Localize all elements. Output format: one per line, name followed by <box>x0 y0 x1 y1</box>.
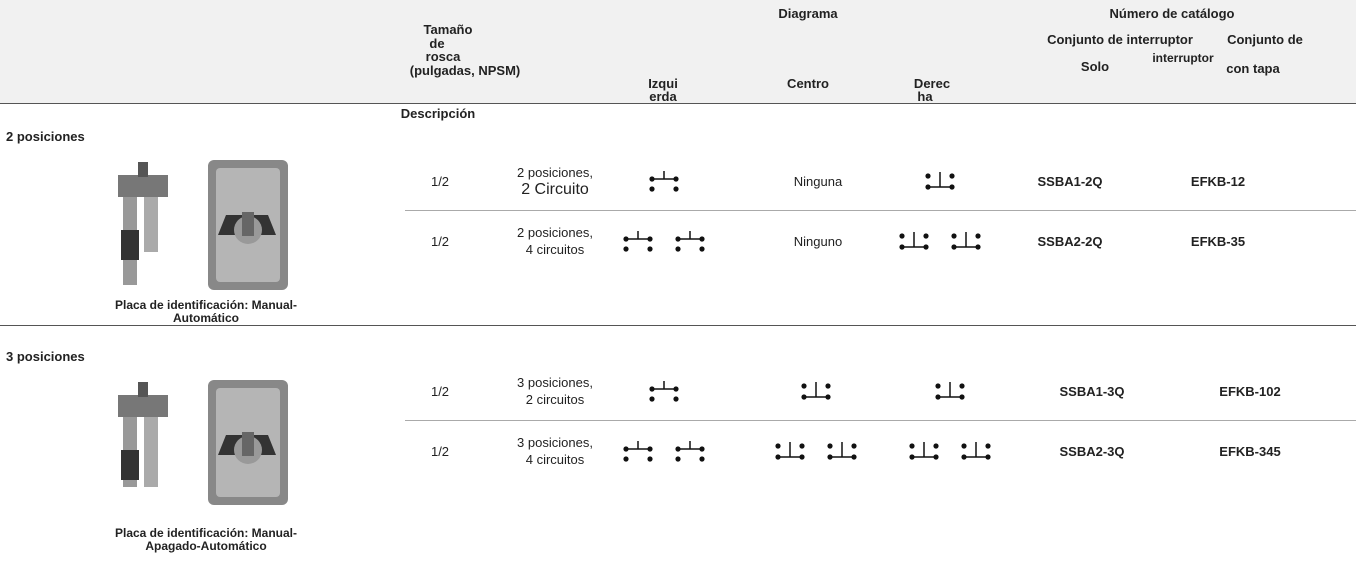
hdr-description: Descripción <box>400 106 476 121</box>
section-title: 2 posiciones <box>6 129 85 144</box>
hdr-right: ha <box>917 89 933 104</box>
size: 1/2 <box>430 174 450 189</box>
catalog-cover: EFKB-12 <box>1190 174 1246 189</box>
description: 2 posiciones, <box>517 225 593 240</box>
section-rule <box>0 325 1356 326</box>
contact-diagram <box>649 171 679 192</box>
contact-diagram <box>909 442 939 460</box>
description: 3 posiciones, <box>517 375 593 390</box>
contact-diagram <box>649 381 679 402</box>
section-title: 3 posiciones <box>6 349 85 364</box>
contact-diagram <box>623 441 653 462</box>
hdr-cover: interruptor <box>1152 51 1214 65</box>
hdr-catalog: Número de catálogo <box>1109 6 1235 21</box>
contact-diagram <box>675 231 705 252</box>
photo-caption: Placa de identificación: Manual- <box>114 298 298 312</box>
contact-diagram <box>827 442 857 460</box>
contact-diagram <box>925 172 955 190</box>
size: 1/2 <box>430 234 450 249</box>
hdr-switch: Solo <box>1080 59 1110 74</box>
contact-diagram <box>935 382 965 400</box>
contact-diagram <box>775 442 805 460</box>
hdr-left: Izqui <box>648 76 678 91</box>
hdr-size: de <box>429 36 445 51</box>
row-rule <box>405 420 1356 421</box>
catalog-cover: EFKB-102 <box>1219 384 1281 399</box>
hdr-right: Derec <box>913 76 951 91</box>
hdr-size: rosca <box>425 49 461 64</box>
center-none: Ninguno <box>793 234 843 249</box>
hdr-cover: con tapa <box>1226 61 1280 76</box>
hdr-diagram: Diagrama <box>778 6 838 21</box>
size: 1/2 <box>430 384 450 399</box>
contact-diagram <box>623 231 653 252</box>
center-none: Ninguna <box>793 174 843 189</box>
catalog-switch: SSBA1-2Q <box>1037 174 1103 189</box>
description: 4 circuitos <box>525 242 585 257</box>
product-photo <box>118 380 288 505</box>
contact-diagram <box>675 441 705 462</box>
description: 4 circuitos <box>525 452 585 467</box>
hdr-switch: Conjunto de interruptor <box>1047 32 1193 47</box>
contact-diagram <box>951 232 981 250</box>
catalog-switch: SSBA2-3Q <box>1059 444 1125 459</box>
description: 2 circuitos <box>525 392 585 407</box>
header-band <box>0 0 1356 103</box>
product-photo <box>118 160 288 290</box>
description: 2 Circuito <box>521 181 589 198</box>
header-rule <box>0 103 1356 104</box>
contact-diagram <box>899 232 929 250</box>
hdr-size: Tamaño <box>423 22 473 37</box>
hdr-cover: Conjunto de <box>1227 32 1303 47</box>
hdr-left: erda <box>649 89 677 104</box>
hdr-size: (pulgadas, NPSM) <box>409 63 521 78</box>
description: 3 posiciones, <box>517 435 593 450</box>
row-rule <box>405 210 1356 211</box>
catalog-switch: SSBA1-3Q <box>1059 384 1125 399</box>
description: 2 posiciones, <box>517 165 593 180</box>
catalog-cover: EFKB-35 <box>1190 234 1246 249</box>
catalog-cover: EFKB-345 <box>1219 444 1281 459</box>
photo-caption: Automático <box>173 311 239 325</box>
photo-caption: Placa de identificación: Manual- <box>114 526 298 540</box>
contact-diagram <box>801 382 831 400</box>
hdr-center: Centro <box>787 76 829 91</box>
size: 1/2 <box>430 444 450 459</box>
catalog-switch: SSBA2-2Q <box>1037 234 1103 249</box>
contact-diagram <box>961 442 991 460</box>
photo-caption: Apagado-Automático <box>145 539 267 553</box>
